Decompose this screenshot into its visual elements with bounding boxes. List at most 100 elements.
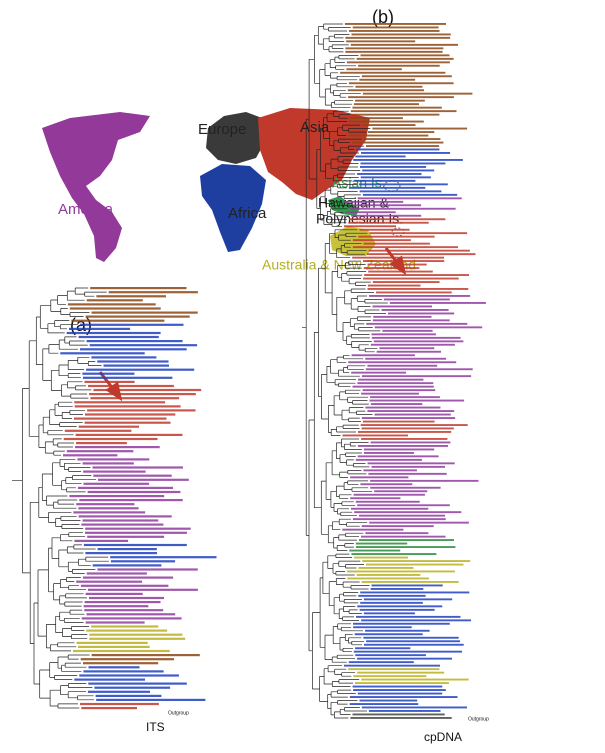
taxon-label [60,352,145,355]
taxon-label [85,621,145,624]
taxon-label [368,710,441,712]
taxon-label [92,564,162,567]
taxon-label [366,640,460,643]
taxon-label [360,54,450,57]
taxon-label [363,452,414,454]
taxon-label [97,360,169,363]
taxon-label [80,584,169,587]
taxon-label [368,270,433,273]
taxon-label [359,699,418,702]
taxon-label [352,518,446,521]
taxon-label [366,145,440,147]
taxon-label [85,552,157,555]
taxon-label [84,609,164,612]
taxon-label [365,357,446,360]
taxon-label [370,479,479,482]
taxon-label [356,148,440,151]
taxon-label [348,134,429,137]
taxon-label [361,581,459,583]
taxon-label [368,249,470,252]
taxon-label [367,462,455,465]
taxon-label [352,106,442,109]
taxon-label [349,30,440,32]
taxon-label [352,26,439,29]
taxon-label [359,608,435,611]
taxon-label [361,152,451,154]
taxon-label [67,303,156,306]
taxon-label [353,689,446,691]
taxon-label [349,549,401,552]
taxon-label [75,433,183,436]
taxon-label [349,207,456,210]
taxon-label [348,82,454,85]
taxon-label [357,671,445,674]
taxon-label [80,702,159,706]
taxon-label [367,410,455,412]
taxon-label [350,717,452,719]
taxon-label [82,519,159,522]
taxon-label [367,263,427,266]
taxon-label [352,256,445,259]
taxon-label [76,580,143,583]
taxon-label [363,598,453,601]
taxon-label [361,427,454,430]
taxon-label [352,239,411,242]
taxon-label [83,670,164,673]
taxon-label [354,511,462,514]
taxon-label [88,690,150,693]
taxon-label [362,169,435,172]
taxon-label [376,291,452,294]
taxon-label [362,389,436,392]
taxon-label [370,441,451,444]
taxon-label [73,511,146,514]
taxon-label [95,694,162,697]
taxon-label [91,356,157,359]
taxon-label [359,539,454,541]
taxon-label [86,613,176,616]
taxon-label [370,396,440,399]
taxon-label [357,692,443,695]
taxon-label [361,75,452,78]
taxon-label [363,277,459,280]
taxon-label [78,507,139,510]
taxon-label [371,333,436,336]
taxon-label [357,657,452,660]
africa [200,164,266,252]
taxon-label [352,685,443,688]
taxon-label [85,531,187,534]
taxon-label [357,173,422,175]
taxon-label [82,576,174,579]
taxon-label [355,155,406,158]
asia [258,108,370,200]
taxon-label [370,486,441,489]
taxon-label [372,305,432,308]
taxon-label [362,124,416,126]
taxon-label [359,183,448,186]
taxon-label [83,605,149,608]
taxon-label [353,493,425,496]
taxon-label [356,615,461,618]
taxon-label [86,299,143,302]
taxon-label [91,625,159,628]
taxon-label [81,617,182,620]
taxon-label [351,214,422,217]
taxon-label [372,281,440,283]
taxon-label [360,424,468,426]
taxon-label [368,131,435,133]
taxon-label [361,417,456,419]
taxon-label [84,380,135,383]
taxon-label [74,678,145,681]
taxon-label [351,354,415,357]
taxon-label [66,331,161,335]
taxon-label [86,340,183,343]
taxon-label [360,176,431,179]
taxon-label [361,375,472,378]
taxon-label [360,162,446,165]
taxon-label [366,253,476,256]
taxon-label [103,364,169,367]
taxon-label [358,378,424,381]
taxon-label [360,166,427,168]
taxon-label [358,197,462,200]
taxon-label [350,110,457,113]
